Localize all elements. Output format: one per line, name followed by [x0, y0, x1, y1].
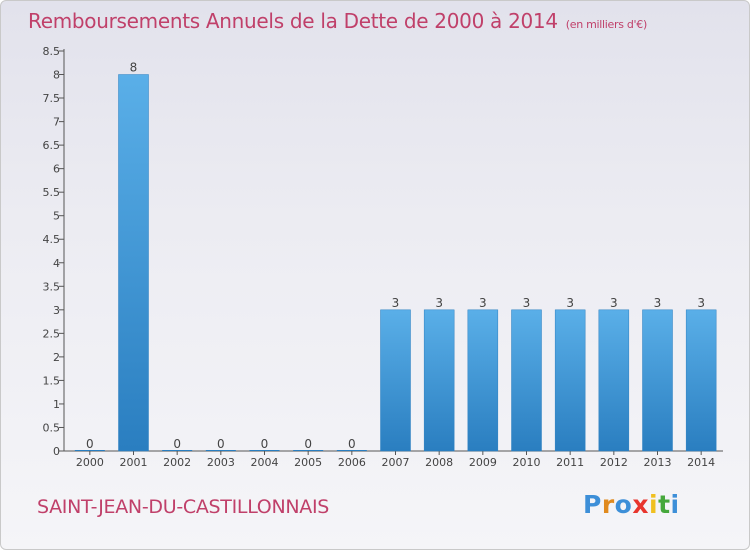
y-tick-label: 0	[53, 445, 60, 458]
data-label-2007: 3	[392, 296, 400, 310]
x-tick-label: 2009	[469, 456, 497, 469]
y-tick-label: 0.5	[43, 421, 61, 434]
chart-title: Remboursements Annuels de la Dette de 20…	[28, 9, 647, 33]
bar-2003	[205, 450, 236, 451]
y-tick-label: 1	[53, 398, 60, 411]
y-tick-label: 2	[53, 351, 60, 364]
y-tick-label: 7.5	[43, 92, 61, 105]
y-tick-label: 4	[53, 257, 60, 270]
y-tick-label: 3.5	[43, 280, 61, 293]
data-label-2012: 3	[610, 296, 618, 310]
data-labels: 0 8 0 0 0 0 0 3 3 3 3 3 3 3 3	[86, 61, 705, 451]
commune-name: SAINT-JEAN-DU-CASTILLONNAIS	[37, 496, 330, 518]
logo-letter: r	[601, 490, 615, 519]
proxiti-logo[interactable]: Proxiti	[583, 490, 680, 519]
bar-2010	[511, 309, 542, 452]
data-label-2003: 0	[217, 437, 225, 451]
x-tick-label: 2004	[251, 456, 279, 469]
bar-2006	[336, 450, 367, 451]
y-tick-label: 3	[53, 304, 60, 317]
x-tick-label: 2005	[294, 456, 322, 469]
y-tick-label: 8	[53, 69, 60, 82]
data-label-2005: 0	[304, 437, 312, 451]
y-tick-label: 8.5	[43, 45, 61, 58]
x-axis: 2000 2001 2002 2003 2004 2005 2006 2007 2008 2009…	[64, 450, 723, 469]
x-tick-label: 2014	[687, 456, 715, 469]
bar-2012	[598, 309, 630, 452]
data-label-2009: 3	[479, 296, 487, 310]
bars	[74, 74, 717, 452]
bar-2004	[249, 450, 280, 451]
data-label-2014: 3	[697, 296, 705, 310]
x-tick-label: 2002	[163, 456, 191, 469]
bar-2001	[118, 74, 149, 452]
chart-unit: (en milliers d'€)	[565, 18, 647, 31]
y-axis: 0 0.5 1 1.5 2 2.5 3 3.5 4 4.5 5 5.5 6 6.5 7 7.5 8 8.5	[43, 45, 65, 458]
bar-2008	[423, 309, 455, 452]
logo-letter: i	[670, 490, 680, 519]
y-tick-label: 2.5	[43, 327, 61, 340]
data-label-2010: 3	[523, 296, 531, 310]
x-tick-label: 2010	[513, 456, 541, 469]
bar-2007	[380, 309, 411, 452]
logo-letter: o	[614, 490, 633, 519]
bar-2009	[467, 309, 499, 452]
data-label-2011: 3	[566, 296, 574, 310]
logo-letter: t	[658, 490, 671, 519]
x-tick-label: 2000	[76, 456, 104, 469]
y-tick-label: 5.5	[43, 186, 61, 199]
bar-2014	[685, 309, 717, 452]
y-tick-label: 6.5	[43, 139, 61, 152]
bar-2013	[642, 309, 673, 452]
data-label-2013: 3	[654, 296, 662, 310]
chart-title-text: Remboursements Annuels de la Dette de 20…	[28, 9, 558, 33]
logo-letter: i	[649, 490, 659, 519]
x-tick-label: 2008	[425, 456, 453, 469]
x-tick-label: 2006	[338, 456, 366, 469]
data-label-2000: 0	[86, 437, 94, 451]
data-label-2006: 0	[348, 437, 356, 451]
data-label-2004: 0	[261, 437, 269, 451]
bar-2000	[74, 450, 105, 451]
data-label-2008: 3	[435, 296, 443, 310]
data-label-2002: 0	[173, 437, 181, 451]
y-tick-label: 1.5	[43, 374, 61, 387]
bar-2002	[162, 450, 193, 451]
x-tick-label: 2003	[207, 456, 235, 469]
y-tick-label: 7	[53, 116, 60, 129]
y-tick-label: 4.5	[43, 233, 61, 246]
x-tick-label: 2007	[382, 456, 410, 469]
y-tick-label: 6	[53, 163, 60, 176]
bar-2011	[554, 309, 586, 452]
x-tick-label: 2013	[644, 456, 672, 469]
x-tick-label: 2012	[600, 456, 628, 469]
x-tick-label: 2001	[120, 456, 148, 469]
logo-letter: x	[632, 490, 649, 519]
y-tick-label: 5	[53, 210, 60, 223]
bar-2005	[293, 450, 324, 451]
logo-letter: P	[583, 490, 602, 519]
data-label-2001: 8	[130, 61, 138, 75]
x-tick-label: 2011	[556, 456, 584, 469]
